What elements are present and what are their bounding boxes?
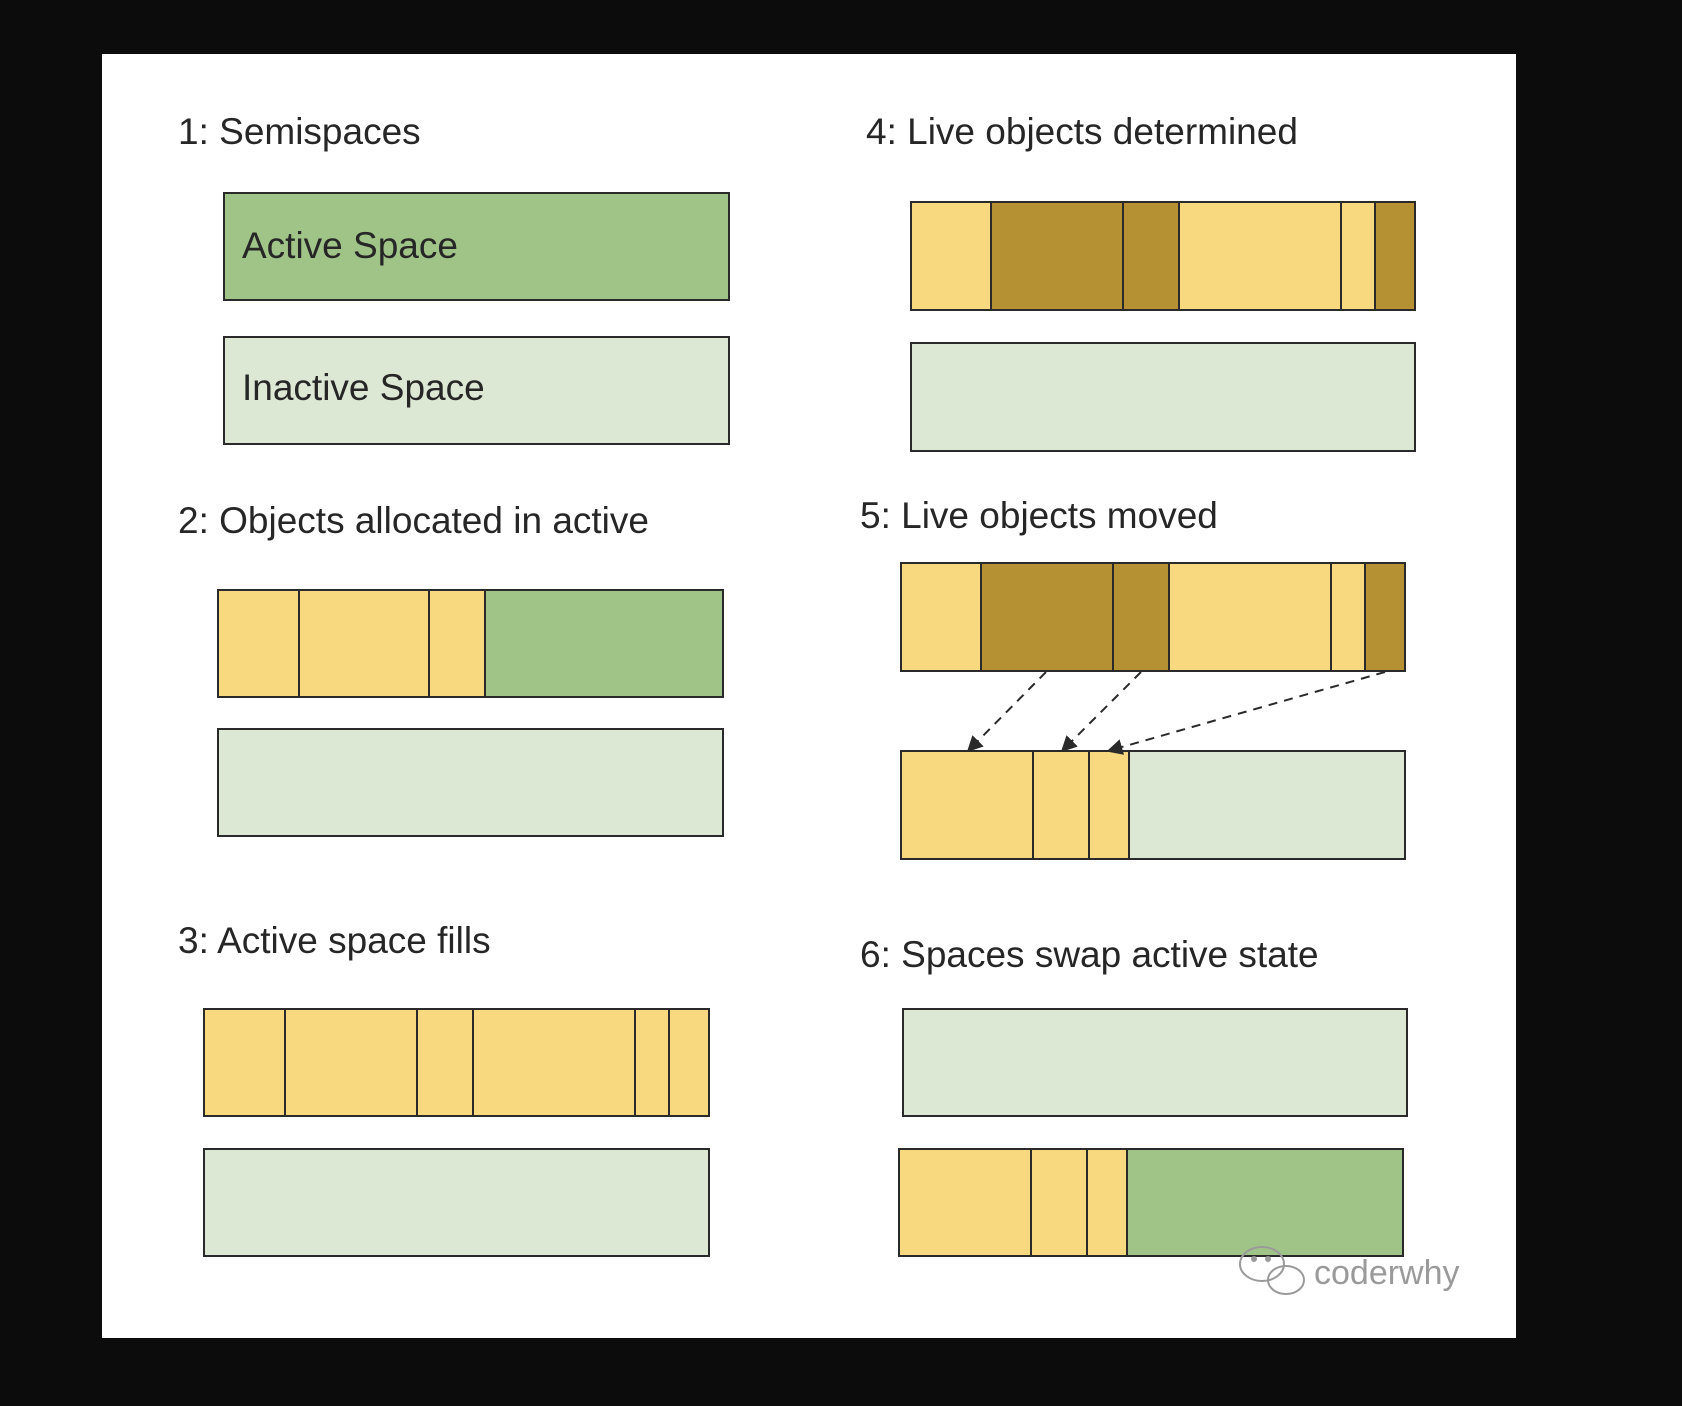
- dead-object-block: [1168, 562, 1332, 672]
- moved-object-block: [900, 750, 1034, 860]
- object-block: [203, 1008, 286, 1117]
- object-block: [472, 1008, 636, 1117]
- live-object-block: [1122, 201, 1180, 311]
- panel-2-title: 2: Objects allocated in active: [178, 500, 649, 541]
- object-block: [668, 1008, 710, 1117]
- inactive-space-block: [910, 342, 1416, 452]
- panel-3-fill: [203, 1008, 710, 1257]
- object-block: [1086, 1148, 1128, 1257]
- panel-6-swap: [898, 1008, 1408, 1257]
- move-arrow: [1060, 671, 1142, 753]
- live-object-block: [1364, 562, 1406, 672]
- inactive-space-block: [217, 728, 724, 837]
- object-block: [416, 1008, 474, 1117]
- dead-object-block: [900, 562, 982, 672]
- object-block: [298, 589, 430, 698]
- dead-object-block: [1330, 562, 1366, 672]
- dead-object-block: [1178, 201, 1342, 311]
- object-block: [898, 1148, 1032, 1257]
- live-object-block: [990, 201, 1124, 311]
- free-space-block: [1128, 750, 1406, 860]
- panel-4-title: 4: Live objects determined: [866, 111, 1298, 152]
- panel-2-allocation: [217, 589, 724, 837]
- panel-5-evacuation: [900, 562, 1406, 860]
- watermark: coderwhy: [1239, 1246, 1460, 1295]
- panel-5-title: 5: Live objects moved: [860, 495, 1218, 536]
- panel-6-title: 6: Spaces swap active state: [860, 934, 1319, 975]
- live-object-block: [1374, 201, 1416, 311]
- free-active-space: [484, 589, 724, 698]
- inactive-space-block: [203, 1148, 710, 1257]
- move-arrow: [966, 671, 1047, 753]
- wechat-icon: [1239, 1246, 1305, 1295]
- inactive-space-label: Inactive Space: [242, 367, 485, 408]
- moved-object-block: [1088, 750, 1130, 860]
- move-arrow: [1106, 671, 1386, 755]
- live-object-block: [980, 562, 1114, 672]
- object-block: [428, 589, 486, 698]
- panel-1-title: 1: Semispaces: [178, 111, 421, 152]
- inactive-space-block: [223, 336, 730, 445]
- panel-1-semispaces: Active Space Inactive Space: [223, 192, 730, 445]
- panel-4-marking: [910, 201, 1416, 452]
- object-block: [284, 1008, 418, 1117]
- dead-object-block: [1340, 201, 1376, 311]
- object-block: [217, 589, 300, 698]
- object-block: [634, 1008, 670, 1117]
- watermark-text: coderwhy: [1314, 1254, 1460, 1292]
- active-space-block: [223, 192, 730, 301]
- moved-object-block: [1032, 750, 1090, 860]
- panel-3-title: 3: Active space fills: [178, 920, 491, 961]
- object-block: [1030, 1148, 1088, 1257]
- inactive-space-block: [902, 1008, 1408, 1117]
- live-object-block: [1112, 562, 1170, 672]
- free-active-space: [1126, 1148, 1404, 1257]
- dead-object-block: [910, 201, 992, 311]
- active-space-label: Active Space: [242, 225, 458, 266]
